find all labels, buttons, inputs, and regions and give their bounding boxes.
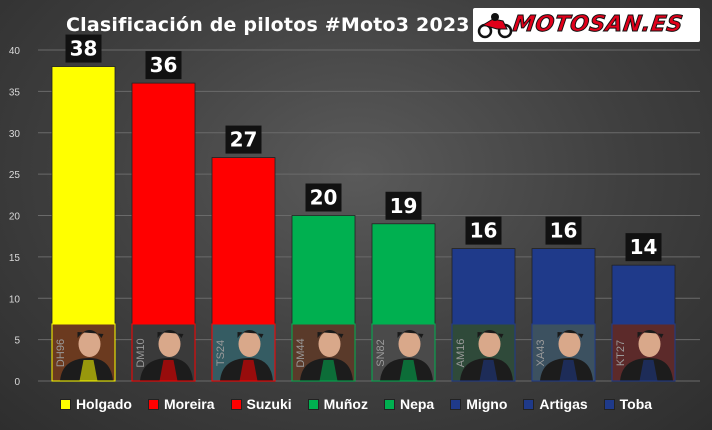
y-tick-label: 40: [9, 46, 21, 57]
legend-label: Artigas: [539, 396, 588, 412]
data-label-box: [65, 34, 102, 63]
bar-moreira: [131, 82, 196, 325]
y-tick-label: 5: [14, 336, 20, 347]
rider-number-label: SN82: [375, 339, 387, 367]
data-label-box: [145, 51, 182, 80]
motosan-logo: MOTOSAN.ES: [473, 8, 700, 42]
rider-number-label: XA43: [535, 340, 547, 367]
data-label-box: [385, 191, 422, 220]
data-label-box: [465, 216, 502, 245]
data-label: 20: [310, 186, 338, 210]
legend-label: Suzuki: [246, 396, 292, 412]
y-tick-label: 25: [9, 170, 21, 181]
legend-label: Holgado: [75, 396, 132, 412]
bar-toba: [611, 264, 676, 325]
legend-label: Nepa: [399, 396, 435, 412]
data-label: 16: [550, 219, 578, 243]
bars: DH96 38 DM10 36 TS24 27 DM44 20 SN82 19 AM16 16 XA43…: [51, 34, 676, 382]
legend-item: Holgado: [59, 396, 132, 412]
rider-photo: DM10: [131, 323, 196, 382]
chart-title: Clasificación de pilotos #Moto3 2023: [66, 14, 470, 36]
legend-label: Moreira: [163, 396, 215, 412]
legend-swatch: [147, 398, 159, 410]
legend-swatch: [450, 398, 462, 410]
y-tick-label: 15: [9, 253, 21, 264]
legend-item: Migno: [450, 396, 507, 412]
legend-swatch: [383, 398, 395, 410]
data-label-box: [305, 183, 342, 212]
legend-label: Toba: [619, 396, 653, 412]
legend-label: Muñoz: [323, 396, 368, 412]
bar-muñoz: [291, 215, 356, 325]
motorbike-icon: [477, 13, 513, 39]
rider-photo: DM44: [291, 323, 356, 382]
rider-number-label: DM44: [295, 338, 307, 367]
legend-label: Migno: [466, 396, 508, 412]
data-label: 27: [230, 128, 258, 152]
legend-swatch: [230, 398, 242, 410]
data-label: 36: [150, 53, 178, 77]
legend-swatch: [59, 398, 71, 410]
bar-migno: [451, 248, 516, 325]
data-label: 14: [630, 235, 658, 259]
rider-number-label: DM10: [135, 338, 147, 367]
data-label: 38: [70, 37, 98, 61]
legend-item: Artigas: [523, 396, 588, 412]
bar-holgado: [51, 66, 116, 325]
rider-photo: DH96: [51, 323, 116, 382]
legend-item: Muñoz: [307, 396, 368, 412]
data-label: 19: [390, 194, 418, 218]
rider-photo: KT27: [611, 323, 676, 382]
data-label-box: [545, 216, 582, 245]
rider-photo: TS24: [211, 323, 276, 382]
rider-photo: SN82: [371, 323, 436, 382]
bar-nepa: [371, 223, 436, 325]
data-label-box: [625, 233, 662, 262]
data-label-box: [225, 125, 262, 154]
y-tick-label: 35: [9, 87, 21, 98]
y-axis-ticks: 0 5 10 15 20 25 30 35 40: [9, 46, 21, 388]
legend: Holgado Moreira Suzuki Muñoz Nepa Migno Artiga…: [0, 396, 712, 412]
rider-photo: XA43: [531, 323, 596, 382]
y-tick-label: 30: [9, 129, 21, 140]
legend-item: Toba: [603, 396, 653, 412]
legend-item: Suzuki: [230, 396, 292, 412]
y-tick-label: 0: [14, 377, 20, 388]
y-tick-label: 10: [9, 294, 21, 305]
bar-artigas: [531, 248, 596, 325]
legend-item: Moreira: [147, 396, 215, 412]
rider-number-label: TS24: [215, 340, 227, 366]
y-tick-label: 20: [9, 212, 21, 223]
rider-number-label: DH96: [55, 339, 67, 367]
legend-item: Nepa: [383, 396, 435, 412]
rider-number-label: AM16: [455, 339, 467, 368]
data-label: 16: [470, 219, 498, 243]
legend-swatch: [307, 398, 319, 410]
rider-number-label: KT27: [615, 340, 627, 366]
legend-swatch: [603, 398, 615, 410]
bar-suzuki: [211, 157, 276, 325]
legend-swatch: [523, 398, 535, 410]
rider-photo: AM16: [451, 323, 516, 382]
